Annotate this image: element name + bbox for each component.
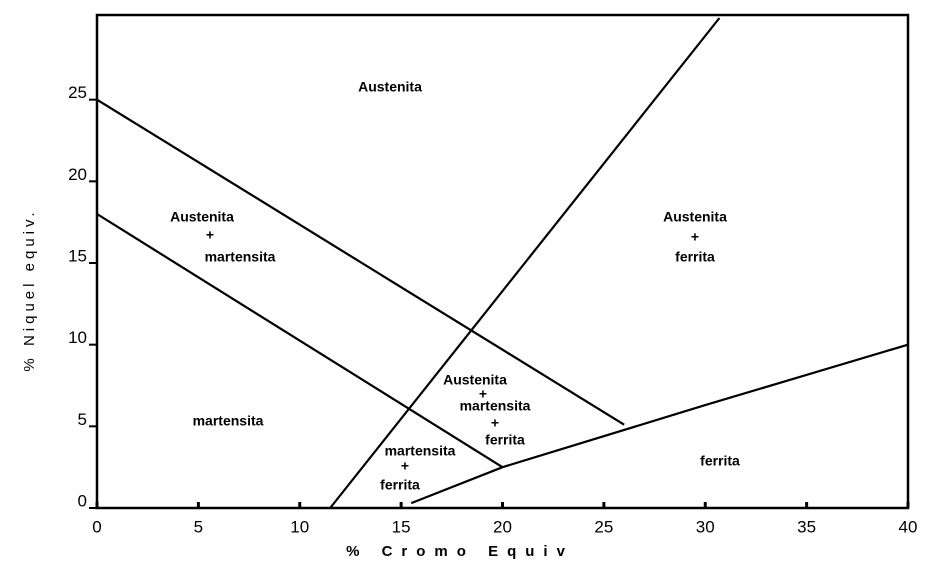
- boundary-line: [96, 98, 625, 426]
- region-label: +: [401, 458, 409, 474]
- region-label: martensita: [460, 398, 531, 414]
- x-axis-label: % Cromo Equiv: [346, 543, 574, 560]
- boundary-line: [96, 213, 504, 469]
- region-label: +: [479, 386, 487, 402]
- region-label: Austenita: [358, 79, 422, 95]
- x-tick-label: 10: [290, 517, 309, 536]
- region-label: +: [491, 415, 499, 431]
- y-tick-label: 25: [68, 83, 87, 102]
- region-label: ferrita: [675, 249, 715, 265]
- x-tick-label: 35: [797, 517, 816, 536]
- region-label: Austenita: [443, 372, 507, 388]
- x-tick-label: 15: [392, 517, 411, 536]
- region-label: martensita: [205, 249, 276, 265]
- y-tick-label: 20: [68, 165, 87, 184]
- region-label: ferrita: [485, 432, 525, 448]
- region-label: ferrita: [380, 477, 420, 493]
- boundary-line: [329, 17, 721, 509]
- y-tick-label: 10: [68, 328, 87, 347]
- y-tick-label: 0: [78, 491, 87, 510]
- y-tick-label: 5: [78, 410, 87, 429]
- boundary-line: [410, 343, 909, 505]
- x-tick-label: 25: [594, 517, 613, 536]
- region-label: Austenita: [663, 209, 727, 225]
- x-tick-label: 20: [493, 517, 512, 536]
- region-label: martensita: [193, 413, 264, 429]
- x-tick-label: 30: [696, 517, 715, 536]
- x-tick-label: 0: [92, 517, 101, 536]
- x-tick-label: 5: [194, 517, 203, 536]
- x-tick-label: 40: [899, 517, 918, 536]
- y-axis-label: % Niquel equiv.: [21, 208, 38, 371]
- region-label: Austenita: [170, 209, 234, 225]
- region-label: ferrita: [700, 453, 740, 469]
- region-label: +: [691, 229, 699, 245]
- region-label: martensita: [385, 443, 456, 459]
- region-label: +: [206, 227, 214, 243]
- y-tick-label: 15: [68, 246, 87, 265]
